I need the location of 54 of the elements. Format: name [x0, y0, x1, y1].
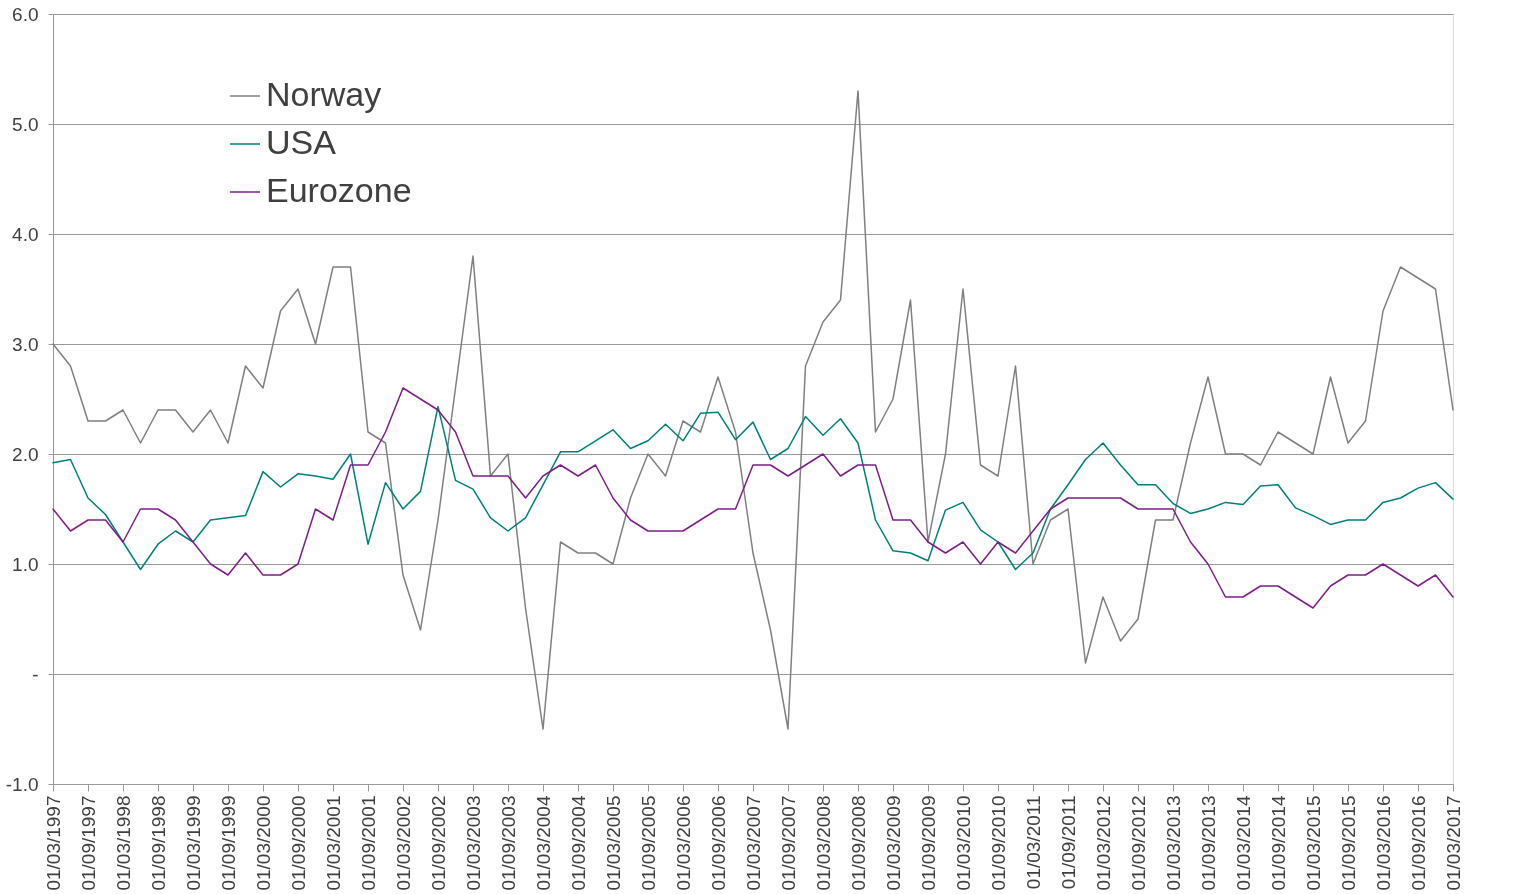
x-tick-label: 01/03/2015	[1302, 795, 1324, 891]
y-tick-label: 3.0	[12, 333, 39, 355]
x-tick-label: 01/03/2007	[742, 795, 764, 891]
x-tick-label: 01/09/2016	[1407, 795, 1429, 891]
x-tick-label: 01/09/2009	[917, 795, 939, 891]
x-tick-label: 01/09/2000	[287, 795, 309, 891]
x-tick-label: 01/09/2005	[637, 795, 659, 891]
x-tick-label: 01/09/1997	[77, 795, 99, 891]
y-tick-label: 5.0	[12, 113, 39, 135]
y-tick-label: 1.0	[12, 553, 39, 575]
x-tick-label: 01/03/1997	[42, 795, 64, 891]
x-tick-label: 01/09/2015	[1337, 795, 1359, 891]
x-tick-label: 01/03/2017	[1442, 795, 1464, 891]
x-tick-label: 01/09/2002	[427, 795, 449, 891]
legend-label: Eurozone	[266, 171, 412, 209]
x-tick-label: 01/09/2007	[777, 795, 799, 891]
x-tick-label: 01/09/2010	[987, 795, 1009, 891]
x-tick-label: 01/09/1999	[217, 795, 239, 891]
line-series	[52, 387, 1454, 609]
x-tick-label: 01/03/2001	[322, 795, 344, 891]
y-tick-label: 4.0	[12, 223, 39, 245]
x-tick-label: 01/03/2004	[532, 795, 554, 891]
y-tick-label: -1.0	[5, 773, 39, 795]
x-tick-label: 01/03/2003	[462, 795, 484, 891]
x-tick-label: 01/03/2006	[672, 795, 694, 891]
x-tick-label: 01/03/2009	[882, 795, 904, 891]
y-tick-label: -	[32, 663, 39, 685]
x-tick-label: 01/03/2005	[602, 795, 624, 891]
x-tick-label: 01/09/2004	[567, 795, 589, 891]
x-tick-label: 01/09/2008	[847, 795, 869, 891]
y-tick-label: 6.0	[12, 3, 39, 25]
x-tick-label: 01/03/2014	[1232, 795, 1254, 891]
y-tick-label: 2.0	[12, 443, 39, 465]
legend-label: Norway	[266, 75, 382, 113]
x-tick-label: 01/03/1999	[182, 795, 204, 891]
x-tick-label: 01/09/1998	[147, 795, 169, 891]
line-series	[52, 405, 1454, 571]
x-tick-label: 01/03/2000	[252, 795, 274, 891]
x-tick-label: 01/03/2011	[1022, 795, 1044, 890]
x-tick-label: 01/03/2008	[812, 795, 834, 891]
x-tick-label: 01/03/2010	[952, 795, 974, 891]
x-tick-label: 01/03/2016	[1372, 795, 1394, 891]
x-tick-label: 01/03/2013	[1162, 795, 1184, 891]
x-tick-label: 01/03/2012	[1092, 795, 1114, 891]
x-tick-label: 01/09/2003	[497, 795, 519, 891]
x-tick-label: 01/09/2013	[1197, 795, 1219, 891]
x-tick-label: 01/09/2011	[1057, 795, 1079, 890]
x-tick-label: 01/09/2001	[357, 795, 379, 891]
x-tick-label: 01/03/1998	[112, 795, 134, 891]
x-tick-label: 01/09/2006	[707, 795, 729, 891]
legend-label: USA	[266, 123, 337, 161]
x-tick-label: 01/09/2014	[1267, 795, 1289, 891]
x-tick-label: 01/09/2012	[1127, 795, 1149, 891]
x-tick-label: 01/03/2002	[392, 795, 414, 891]
